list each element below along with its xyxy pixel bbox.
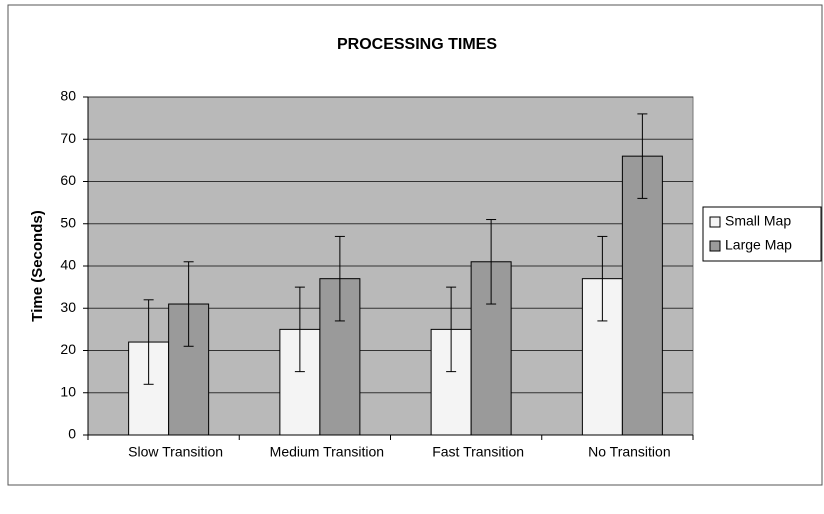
bar [621, 155, 663, 436]
x-tick-label: Medium Transition [270, 444, 384, 460]
x-tick-label: Slow Transition [128, 444, 223, 460]
x-tick-label: Fast Transition [432, 444, 524, 460]
y-tick-label: 60 [60, 172, 76, 188]
y-tick-label: 40 [60, 257, 76, 273]
y-tick-label: 80 [60, 88, 76, 104]
chart-title: PROCESSING TIMES [337, 36, 497, 53]
y-tick-label: 50 [60, 214, 76, 230]
y-axis-label: Time (Seconds) [29, 210, 46, 321]
y-tick-label: 20 [60, 341, 76, 357]
legend-swatch [709, 240, 721, 252]
legend-swatch [709, 216, 721, 228]
y-tick-label: 30 [60, 299, 76, 315]
legend-label: Large Map [725, 237, 792, 253]
legend-box [702, 206, 822, 262]
y-tick-label: 0 [68, 426, 76, 442]
y-tick-label: 70 [60, 130, 76, 146]
x-tick-label: No Transition [588, 444, 670, 460]
y-tick-label: 10 [60, 383, 76, 399]
legend-label: Small Map [725, 213, 791, 229]
